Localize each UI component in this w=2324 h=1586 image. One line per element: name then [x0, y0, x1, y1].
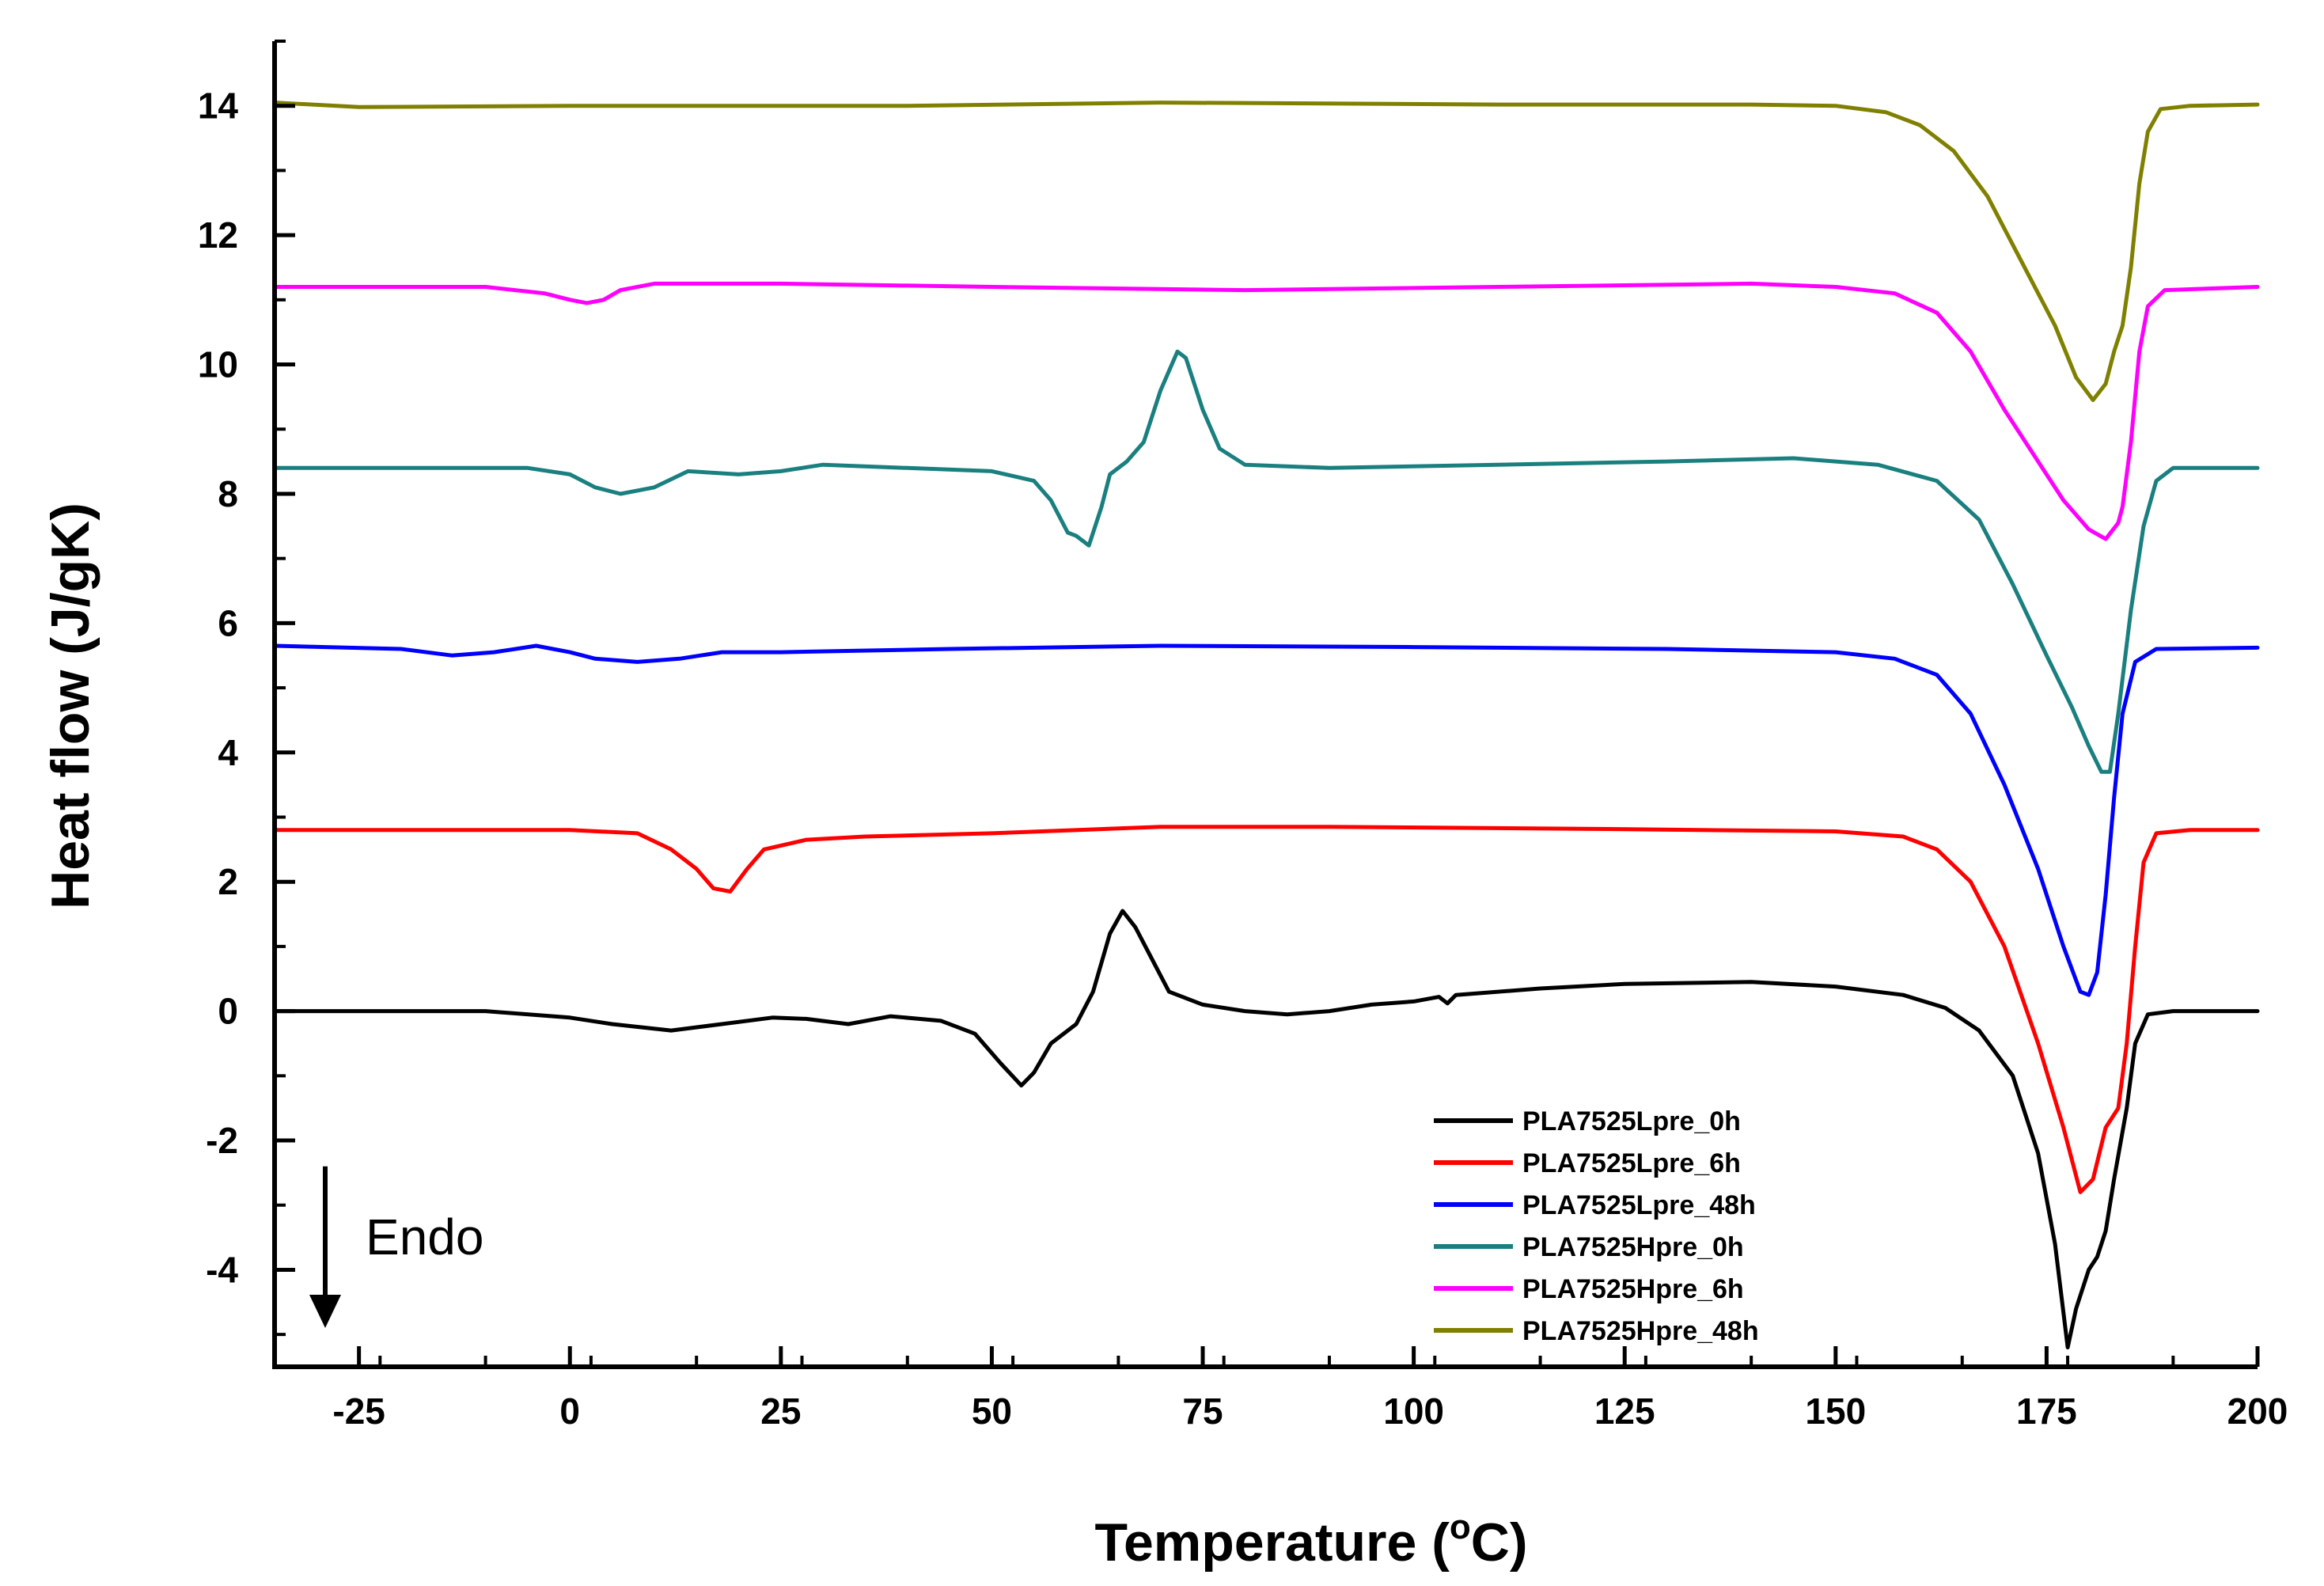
y-axis-title: Heat flow (J/gK): [40, 503, 100, 909]
series-pla7525hpre-0h: [272, 349, 2260, 774]
x-axis-title: Temperature (oC): [1094, 1508, 1527, 1573]
x-tick-label: 0: [559, 1391, 580, 1432]
x-tick-label: 100: [1383, 1391, 1444, 1432]
x-tick-label: 150: [1805, 1391, 1866, 1432]
x-tick-label: 125: [1594, 1391, 1655, 1432]
y-tick-label: 2: [218, 861, 238, 902]
y-tick-label: 6: [218, 602, 238, 643]
y-tick-label: 8: [218, 473, 238, 514]
series-pla7525lpre-0h: [272, 909, 2260, 1349]
y-axis-line: [272, 41, 277, 1369]
series-lines: [272, 101, 2260, 1349]
y-ticks: -4 -2 0 2 4 6 8 10 12 14: [198, 40, 295, 1337]
x-tick-label: 25: [760, 1391, 801, 1432]
y-tick-label: 14: [198, 85, 239, 127]
series-pla7525lpre-6h: [272, 825, 2260, 1194]
y-tick-label: -2: [206, 1120, 238, 1161]
endo-label: Endo: [366, 1208, 483, 1265]
x-tick-label: 175: [2016, 1391, 2077, 1432]
y-tick-label: 0: [218, 991, 238, 1032]
x-axis-title-main: Temperature (: [1094, 1512, 1450, 1573]
series-pla7525hpre-6h: [272, 281, 2260, 541]
legend: PLA7525Lpre_0h PLA7525Lpre_6h PLA7525Lpre_…: [1434, 1106, 1759, 1346]
down-arrow-icon: [309, 1294, 341, 1328]
x-axis-title-unit: C): [1471, 1512, 1528, 1573]
x-ticks: -25 0 25 50 75 100 125 150 175 200: [273, 1346, 2288, 1432]
series-pla7525lpre-48h: [272, 643, 2260, 997]
legend-label: PLA7525Hpre_48h: [1522, 1316, 1759, 1346]
x-tick-label: 200: [2227, 1391, 2288, 1432]
x-tick-label: 75: [1182, 1391, 1223, 1432]
y-tick-label: -4: [206, 1249, 238, 1290]
x-axis-line: [272, 1364, 2258, 1369]
x-tick-label: 50: [972, 1391, 1012, 1432]
legend-label: PLA7525Lpre_6h: [1522, 1148, 1741, 1178]
legend-label: PLA7525Lpre_0h: [1522, 1106, 1741, 1136]
axes: -25 0 25 50 75 100 125 150 175 200 -4 -2 0 2 4 6 8 10 12 1…: [198, 40, 2288, 1432]
y-tick-label: 10: [198, 344, 238, 385]
series-pla7525hpre-48h: [272, 101, 2260, 402]
y-tick-label: 4: [218, 732, 238, 773]
endo-annotation: Endo: [309, 1166, 483, 1328]
x-axis-title-degree: o: [1450, 1508, 1471, 1546]
legend-label: PLA7525Lpre_48h: [1522, 1190, 1756, 1220]
plot-area: Endo: [272, 101, 2260, 1349]
legend-label: PLA7525Hpre_6h: [1522, 1274, 1744, 1304]
x-tick-label: -25: [332, 1391, 385, 1432]
y-tick-label: 12: [198, 214, 238, 256]
legend-label: PLA7525Hpre_0h: [1522, 1232, 1744, 1262]
